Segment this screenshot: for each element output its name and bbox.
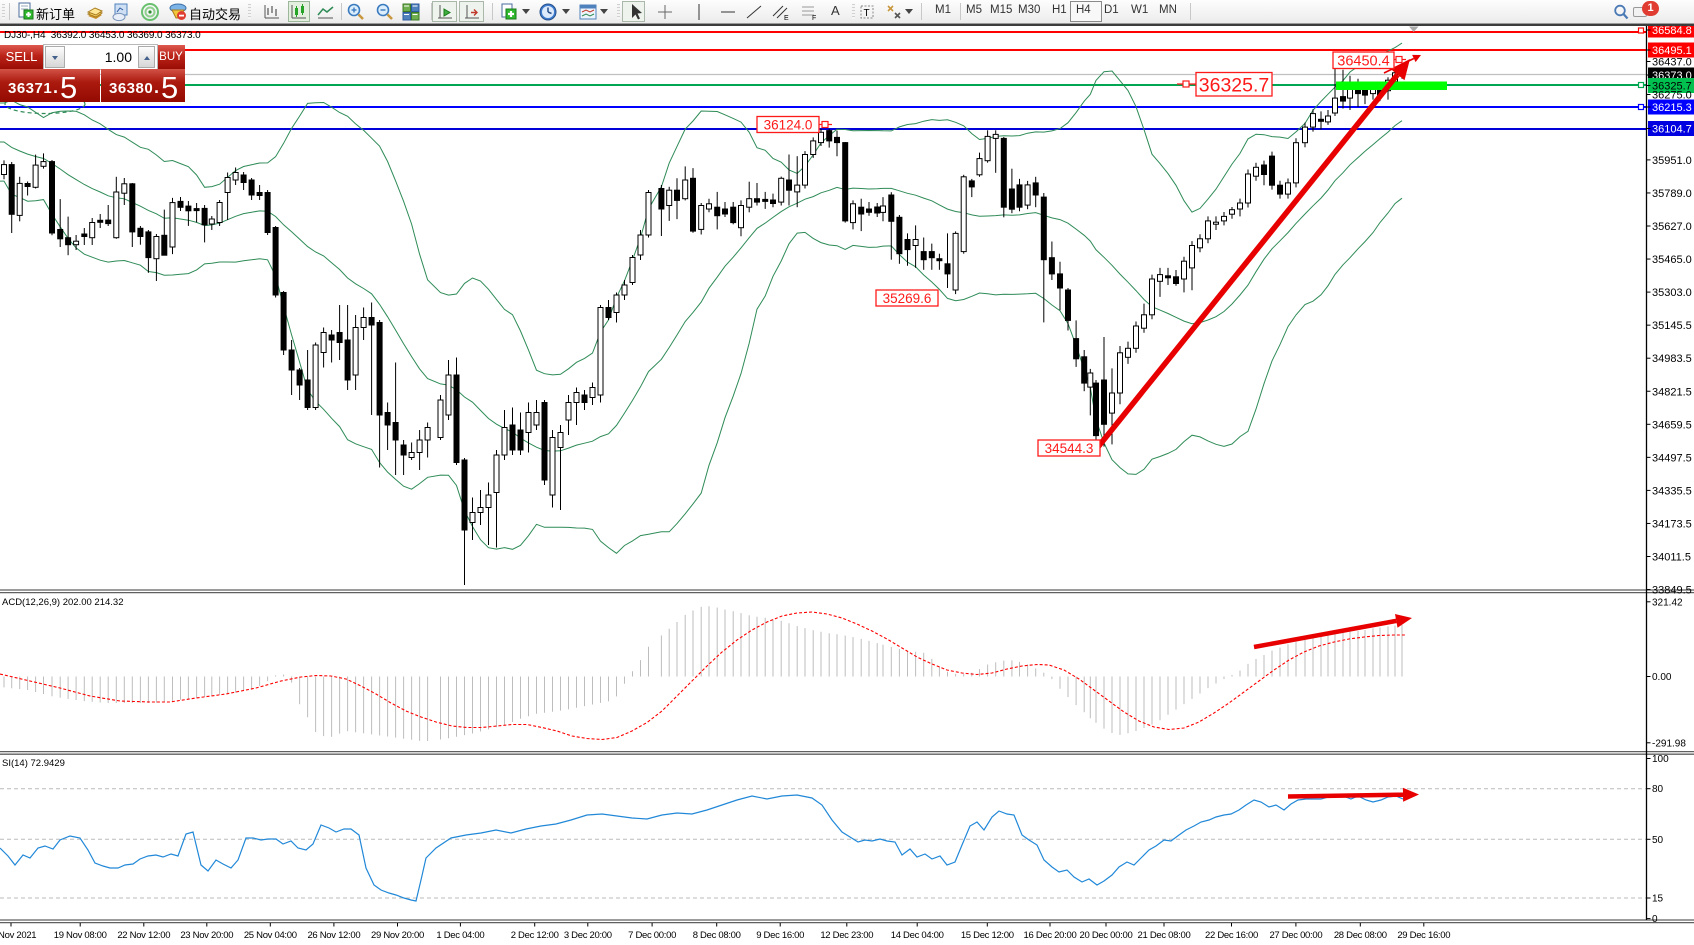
svg-text:2 Dec 12:00: 2 Dec 12:00 bbox=[511, 930, 559, 940]
svg-text:0: 0 bbox=[1652, 914, 1658, 925]
svg-text:23 Nov 20:00: 23 Nov 20:00 bbox=[180, 930, 233, 940]
svg-text:9 Dec 16:00: 9 Dec 16:00 bbox=[756, 930, 804, 940]
svg-text:36495.1: 36495.1 bbox=[1652, 45, 1692, 57]
svg-text:22 Dec 16:00: 22 Dec 16:00 bbox=[1205, 930, 1258, 940]
svg-text:16 Dec 20:00: 16 Dec 20:00 bbox=[1024, 930, 1077, 940]
svg-text:7 Dec 00:00: 7 Dec 00:00 bbox=[628, 930, 676, 940]
svg-text:12 Dec 23:00: 12 Dec 23:00 bbox=[820, 930, 873, 940]
svg-text:22 Nov 12:00: 22 Nov 12:00 bbox=[117, 930, 170, 940]
svg-text:-291.98: -291.98 bbox=[1652, 738, 1686, 749]
svg-text:26 Nov 12:00: 26 Nov 12:00 bbox=[307, 930, 360, 940]
svg-text:34659.5: 34659.5 bbox=[1652, 419, 1692, 431]
svg-text:29 Nov 20:00: 29 Nov 20:00 bbox=[371, 930, 424, 940]
svg-text:36325.7: 36325.7 bbox=[1652, 81, 1692, 93]
svg-text:36450.4: 36450.4 bbox=[1337, 53, 1389, 69]
svg-text:15: 15 bbox=[1652, 894, 1664, 905]
svg-text:SI(14) 72.9429: SI(14) 72.9429 bbox=[2, 758, 65, 769]
svg-text:35269.6: 35269.6 bbox=[883, 291, 932, 306]
svg-text:80: 80 bbox=[1652, 784, 1664, 795]
svg-text:21 Dec 08:00: 21 Dec 08:00 bbox=[1138, 930, 1191, 940]
svg-text:34173.5: 34173.5 bbox=[1652, 518, 1692, 530]
svg-text:28 Dec 08:00: 28 Dec 08:00 bbox=[1334, 930, 1387, 940]
svg-text:36437.0: 36437.0 bbox=[1652, 57, 1692, 69]
svg-text:35789.0: 35789.0 bbox=[1652, 188, 1692, 200]
svg-text:14 Dec 04:00: 14 Dec 04:00 bbox=[891, 930, 944, 940]
svg-text:F: F bbox=[812, 15, 816, 22]
svg-text:27 Dec 00:00: 27 Dec 00:00 bbox=[1269, 930, 1322, 940]
svg-text:35145.5: 35145.5 bbox=[1652, 320, 1692, 332]
svg-text:34335.5: 34335.5 bbox=[1652, 485, 1692, 497]
svg-text:34011.5: 34011.5 bbox=[1652, 552, 1691, 564]
svg-text:15 Dec 12:00: 15 Dec 12:00 bbox=[961, 930, 1014, 940]
svg-text:18 Nov 2021: 18 Nov 2021 bbox=[0, 930, 36, 940]
svg-text:E: E bbox=[784, 15, 789, 22]
svg-text:36325.7: 36325.7 bbox=[1199, 74, 1270, 96]
svg-text:29 Dec 16:00: 29 Dec 16:00 bbox=[1397, 930, 1450, 940]
svg-text:3 Dec 20:00: 3 Dec 20:00 bbox=[564, 930, 612, 940]
svg-text:36104.7: 36104.7 bbox=[1652, 124, 1692, 136]
svg-text:34983.5: 34983.5 bbox=[1652, 353, 1692, 365]
svg-text:33849.5: 33849.5 bbox=[1652, 585, 1692, 597]
svg-text:DJ30-,H4 36392.0 36453.0 3636: DJ30-,H4 36392.0 36453.0 36369.0 36373.0 bbox=[4, 30, 201, 41]
svg-text:321.42: 321.42 bbox=[1652, 597, 1683, 608]
svg-text:19 Nov 08:00: 19 Nov 08:00 bbox=[54, 930, 107, 940]
svg-text:ACD(12,26,9) 202.00 214.32: ACD(12,26,9) 202.00 214.32 bbox=[2, 597, 123, 608]
svg-text:0.00: 0.00 bbox=[1652, 672, 1672, 683]
svg-text:34821.5: 34821.5 bbox=[1652, 386, 1692, 398]
svg-text:34497.5: 34497.5 bbox=[1652, 452, 1692, 464]
svg-text:35465.0: 35465.0 bbox=[1652, 254, 1692, 266]
svg-text:34544.3: 34544.3 bbox=[1045, 441, 1094, 456]
svg-text:25 Nov 04:00: 25 Nov 04:00 bbox=[244, 930, 297, 940]
svg-text:36215.3: 36215.3 bbox=[1652, 102, 1692, 114]
svg-text:36124.0: 36124.0 bbox=[764, 117, 813, 132]
svg-text:1 Dec 04:00: 1 Dec 04:00 bbox=[436, 930, 484, 940]
svg-text:35627.0: 35627.0 bbox=[1652, 221, 1692, 233]
svg-text:50: 50 bbox=[1652, 835, 1664, 846]
svg-text:20 Dec 00:00: 20 Dec 00:00 bbox=[1080, 930, 1133, 940]
svg-text:T: T bbox=[864, 8, 870, 19]
svg-text:100: 100 bbox=[1652, 754, 1669, 765]
svg-text:35951.0: 35951.0 bbox=[1652, 155, 1692, 167]
svg-text:36275.0: 36275.0 bbox=[1652, 90, 1692, 102]
svg-text:36584.8: 36584.8 bbox=[1652, 25, 1692, 37]
svg-text:35303.0: 35303.0 bbox=[1652, 287, 1692, 299]
svg-text:8 Dec 08:00: 8 Dec 08:00 bbox=[693, 930, 741, 940]
